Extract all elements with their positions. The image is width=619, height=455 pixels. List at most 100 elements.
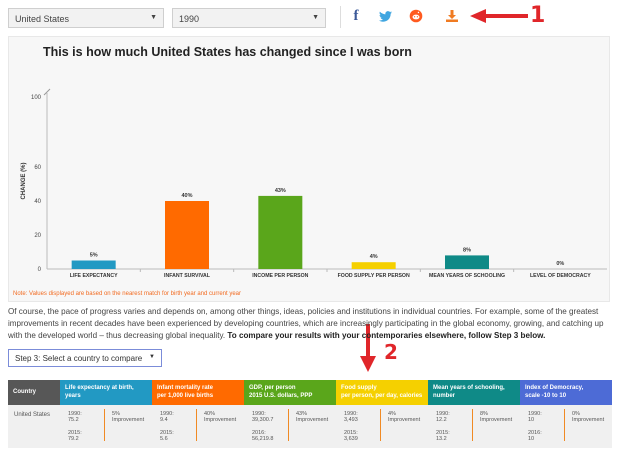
cell-value-1: 12.2 — [436, 417, 447, 423]
table-header: Mean years of schooling, number — [428, 380, 520, 405]
cell-year-2: 2016: — [252, 430, 266, 436]
table-cell: 1990: 9.4 2015: 5.6 40% Improvement — [152, 405, 244, 448]
cell-percent: 43% — [296, 411, 308, 417]
table-header-line1: Infant mortality rate — [157, 385, 214, 391]
table-cell: 1990: 12.2 2015: 13.2 8% Improvement — [428, 405, 520, 448]
year-select-value: 1990 — [179, 14, 200, 24]
y-tick-label: 40 — [34, 199, 41, 205]
annotation-arrow-1 — [470, 9, 528, 23]
bar-value-label: 43% — [275, 188, 286, 194]
annotation-label-2: 2 — [384, 340, 398, 364]
country-select[interactable]: United States ▼ — [8, 8, 164, 28]
cell-year-2: 2015: — [68, 430, 82, 436]
cell-improvement: Improvement — [112, 417, 145, 423]
paragraph-bold: To compare your results with your contem… — [227, 331, 546, 340]
cell-improvement: Improvement — [204, 417, 237, 423]
cell-value-2: 10 — [528, 436, 535, 442]
bar-value-label: 8% — [463, 247, 471, 253]
table-country-name: United States — [14, 412, 51, 418]
bar-value-label: 5% — [90, 253, 98, 259]
table-header-line1: Life expectancy at birth, — [65, 385, 134, 391]
annotation-arrow-2 — [360, 324, 376, 372]
bar — [351, 262, 396, 269]
compare-country-select-value: Step 3: Select a country to compare — [15, 354, 143, 363]
y-tick-label: 60 — [34, 165, 41, 171]
bar — [445, 255, 489, 269]
cell-percent: 0% — [572, 411, 580, 417]
cell-year-2: 2015: — [160, 430, 174, 436]
bar-value-label: 4% — [370, 254, 378, 260]
cell-improvement: Improvement — [388, 417, 421, 423]
download-icon[interactable] — [443, 7, 461, 25]
bar-chart: 0 20 40 60 100 CHANGE (%) 5% LIFE EXPECTANCY 40%… — [21, 88, 607, 279]
x-tick-label: MEAN YEARS OF SCHOOLING — [429, 273, 505, 279]
cell-percent: 5% — [112, 411, 120, 417]
table-cell: 1990: 75.2 2015: 79.2 5% Improvement — [60, 405, 152, 448]
table-header-line2: per 1,000 live births — [157, 393, 214, 399]
cell-divider — [104, 409, 105, 441]
chevron-down-icon: ▼ — [312, 14, 319, 21]
cell-improvement: Improvement — [572, 417, 605, 423]
bar — [165, 201, 209, 269]
bar — [71, 260, 116, 269]
paragraph-text: Of course, the pace of progress varies a… — [8, 307, 604, 340]
cell-year-1: 1990: — [344, 411, 358, 417]
cell-year-2: 2015: — [344, 430, 358, 436]
table-cell: 1990: 39,300.7 2016: 56,219.8 43% Improvement — [244, 405, 336, 448]
table-header-line2: per person, per day, calories — [341, 393, 423, 399]
table-header: Infant mortality rate per 1,000 live birt… — [152, 380, 244, 405]
cell-divider — [472, 409, 473, 441]
y-tick-label: 100 — [31, 95, 42, 101]
x-tick-label: FOOD SUPPLY PER PERSON — [338, 273, 410, 279]
cell-value-1: 75.2 — [68, 417, 79, 423]
chart-note: Note: Values displayed are based on the … — [13, 291, 242, 297]
comparison-table: Country United States Life expectancy at b… — [8, 380, 612, 448]
table-header-line1: Food supply — [341, 385, 377, 391]
table-header-line2: years — [65, 393, 81, 399]
y-tick-label: 0 — [38, 267, 42, 273]
chart-panel: This is how much United States has chang… — [8, 36, 610, 302]
twitter-icon[interactable] — [376, 7, 394, 25]
compare-country-select[interactable]: Step 3: Select a country to compare ▼ — [8, 349, 162, 367]
table-header: GDP, per person 2015 U.S. dollars, PPP — [244, 380, 336, 405]
intro-paragraph: Of course, the pace of progress varies a… — [8, 306, 612, 342]
cell-value-1: 9.4 — [160, 417, 168, 423]
x-tick-label: INFANT SURVIVAL — [164, 273, 211, 279]
cell-divider — [380, 409, 381, 441]
chevron-down-icon: ▼ — [149, 354, 155, 360]
cell-value-2: 5.6 — [160, 436, 168, 442]
bar — [258, 195, 303, 269]
cell-percent: 4% — [388, 411, 396, 417]
country-select-value: United States — [15, 14, 70, 24]
cell-value-2: 13.2 — [436, 436, 447, 442]
facebook-icon[interactable]: f — [353, 7, 359, 24]
table-header-line1: GDP, per person — [249, 385, 296, 391]
cell-value-1: 10 — [528, 417, 535, 423]
table-header: Life expectancy at birth, years — [60, 380, 152, 405]
table-header-line2: scale -10 to 10 — [525, 393, 567, 399]
cell-value-1: 39,300.7 — [252, 417, 274, 423]
x-tick-label: LEVEL OF DEMOCRACY — [530, 273, 591, 279]
cell-divider — [196, 409, 197, 441]
divider — [340, 6, 341, 28]
bar-value-label: 40% — [181, 193, 192, 199]
reddit-icon[interactable] — [407, 7, 425, 25]
x-tick-label: INCOME PER PERSON — [252, 273, 308, 279]
cell-year-1: 1990: — [160, 411, 174, 417]
table-header-line2: 2015 U.S. dollars, PPP — [249, 393, 313, 399]
y-tick-label: 20 — [34, 233, 41, 239]
cell-percent: 8% — [480, 411, 488, 417]
cell-improvement: Improvement — [480, 417, 513, 423]
cell-year-1: 1990: — [436, 411, 450, 417]
year-select[interactable]: 1990 ▼ — [172, 8, 326, 28]
bar-value-label: 0% — [556, 261, 564, 267]
table-header: Index of Democracy, scale -10 to 10 — [520, 380, 612, 405]
table-header: Food supply per person, per day, calories — [336, 380, 428, 405]
table-header-country: Country — [8, 380, 60, 405]
cell-year-2: 2015: — [436, 430, 450, 436]
table-header-line1: Mean years of schooling, — [433, 385, 505, 391]
cell-divider — [288, 409, 289, 441]
cell-year-2: 2016: — [528, 430, 542, 436]
table-header-line1: Index of Democracy, — [525, 385, 584, 391]
annotation-label-1: 1 — [530, 3, 546, 28]
